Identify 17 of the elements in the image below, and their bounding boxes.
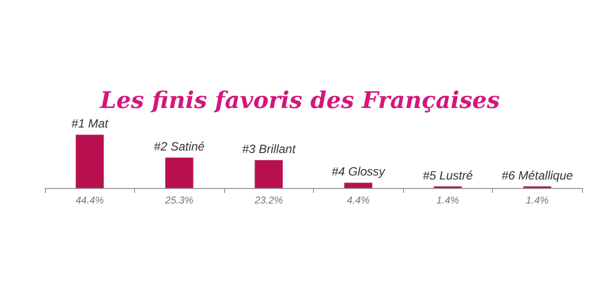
bar (254, 160, 283, 188)
data-label: 1.4% (526, 196, 549, 206)
chart-title: Les finis favoris des Françaises (99, 87, 500, 114)
x-tick-label: #6 Métallique (502, 168, 574, 182)
x-tick-label: #4 Glossy (332, 164, 386, 179)
data-label: 25.3% (164, 196, 194, 206)
x-tick-label: #2 Satiné (154, 140, 205, 154)
x-tick-label: #3 Brillant (242, 142, 296, 156)
bar (76, 134, 104, 188)
data-label: 44.4% (76, 196, 104, 206)
x-tick-label: #1 Mat (71, 116, 109, 131)
data-label: 1.4% (436, 196, 460, 206)
data-label: 4.4% (346, 196, 370, 206)
bar (344, 182, 372, 188)
data-label: 23.2% (254, 196, 284, 206)
bar (165, 158, 194, 188)
x-tick-label: #5 Lustré (422, 168, 474, 182)
